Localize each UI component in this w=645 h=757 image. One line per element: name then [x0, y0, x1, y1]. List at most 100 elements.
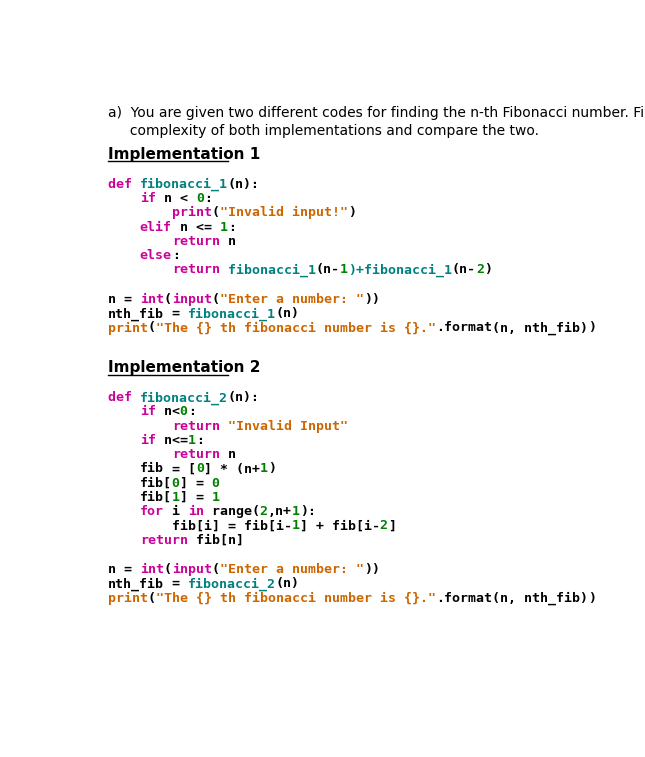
Text: def: def — [108, 178, 140, 191]
Text: fibonacci_1: fibonacci_1 — [140, 178, 228, 192]
Text: Implementation 2: Implementation 2 — [108, 360, 260, 375]
Text: 1: 1 — [172, 491, 180, 504]
Text: ): ) — [588, 322, 596, 335]
Text: 1: 1 — [220, 220, 228, 234]
Text: 0: 0 — [195, 192, 204, 205]
Text: fibonacci_2: fibonacci_2 — [188, 578, 276, 591]
Text: )+fibonacci_1: )+fibonacci_1 — [348, 263, 452, 277]
Text: for: for — [140, 505, 164, 518]
Text: return: return — [172, 263, 220, 276]
Text: fibonacci_1: fibonacci_1 — [188, 307, 276, 321]
Text: nth_fib: nth_fib — [108, 307, 164, 321]
Text: ): ) — [348, 207, 356, 220]
Text: :: : — [172, 249, 180, 262]
Text: n: n — [108, 563, 115, 576]
Text: if: if — [140, 406, 155, 419]
Text: .format: .format — [436, 322, 491, 335]
Text: 1: 1 — [292, 505, 300, 518]
Text: input: input — [172, 293, 212, 306]
Text: 2: 2 — [260, 505, 268, 518]
Text: a)  You are given two different codes for finding the n-th Fibonacci number. Fin: a) You are given two different codes for… — [108, 106, 645, 120]
Text: n<: n< — [155, 406, 180, 419]
Text: )): )) — [364, 563, 380, 576]
Text: 0: 0 — [195, 463, 204, 475]
Text: n <: n < — [155, 192, 195, 205]
Text: .format: .format — [436, 592, 491, 605]
Text: fib[: fib[ — [140, 491, 172, 504]
Text: ): ) — [268, 463, 276, 475]
Text: ] =: ] = — [180, 477, 212, 490]
Text: def: def — [108, 391, 140, 404]
Text: )): )) — [364, 293, 380, 306]
Text: =: = — [115, 563, 140, 576]
Text: 0: 0 — [172, 477, 180, 490]
Text: (: ( — [148, 322, 155, 335]
Text: n: n — [108, 293, 115, 306]
Text: return: return — [172, 235, 220, 248]
Text: (: ( — [148, 592, 155, 605]
Text: (n): (n) — [276, 578, 300, 590]
Text: fib[i] = fib[i-: fib[i] = fib[i- — [172, 519, 292, 532]
Text: input: input — [172, 563, 212, 576]
Text: 1: 1 — [292, 519, 300, 532]
Text: return: return — [172, 448, 220, 461]
Text: in: in — [188, 505, 204, 518]
Text: if: if — [140, 192, 155, 205]
Text: "Enter a number: ": "Enter a number: " — [220, 563, 364, 576]
Text: 2: 2 — [476, 263, 484, 276]
Text: n<=: n<= — [155, 434, 188, 447]
Text: ]: ] — [388, 519, 396, 532]
Text: int: int — [140, 563, 164, 576]
Text: return: return — [140, 534, 188, 547]
Text: ):: ): — [300, 505, 316, 518]
Text: (n):: (n): — [228, 391, 260, 404]
Text: print: print — [108, 592, 148, 605]
Text: Implementation 1: Implementation 1 — [108, 147, 260, 162]
Text: 1: 1 — [340, 263, 348, 276]
Text: ] =: ] = — [180, 491, 212, 504]
Text: (n):: (n): — [228, 178, 260, 191]
Text: print: print — [172, 207, 212, 220]
Text: (n-: (n- — [451, 263, 476, 276]
Text: "The {} th fibonacci number is {}.": "The {} th fibonacci number is {}." — [155, 322, 436, 335]
Text: =: = — [164, 307, 188, 320]
Text: 0: 0 — [180, 406, 188, 419]
Text: i: i — [164, 505, 188, 518]
Text: =: = — [164, 578, 188, 590]
Text: fibonacci_2: fibonacci_2 — [140, 391, 228, 404]
Text: :: : — [228, 220, 236, 234]
Text: n: n — [220, 235, 236, 248]
Text: n: n — [220, 448, 236, 461]
Text: =: = — [115, 293, 140, 306]
Text: nth_fib: nth_fib — [108, 578, 164, 591]
Text: print: print — [108, 322, 148, 335]
Text: 2: 2 — [380, 519, 388, 532]
Text: :: : — [188, 406, 195, 419]
Text: (: ( — [212, 207, 220, 220]
Text: (n, nth_fib): (n, nth_fib) — [491, 322, 588, 335]
Text: "The {} th fibonacci number is {}.": "The {} th fibonacci number is {}." — [155, 592, 436, 605]
Text: (: ( — [164, 563, 172, 576]
Text: (: ( — [212, 563, 220, 576]
Text: ): ) — [588, 592, 596, 605]
Text: fib[n]: fib[n] — [188, 534, 244, 547]
Text: fib[: fib[ — [140, 477, 172, 490]
Text: ): ) — [484, 263, 491, 276]
Text: (n-: (n- — [316, 263, 340, 276]
Text: (n, nth_fib): (n, nth_fib) — [491, 592, 588, 605]
Text: if: if — [140, 434, 155, 447]
Text: 0: 0 — [212, 477, 220, 490]
Text: "Invalid input!": "Invalid input!" — [220, 207, 348, 220]
Text: 1: 1 — [260, 463, 268, 475]
Text: = [: = [ — [164, 463, 195, 475]
Text: 1: 1 — [212, 491, 220, 504]
Text: ,n+: ,n+ — [268, 505, 292, 518]
Text: range(: range( — [204, 505, 260, 518]
Text: elif: elif — [140, 220, 172, 234]
Text: return: return — [172, 419, 220, 433]
Text: :: : — [204, 192, 212, 205]
Text: (n): (n) — [276, 307, 300, 320]
Text: (: ( — [212, 293, 220, 306]
Text: 1: 1 — [188, 434, 195, 447]
Text: else: else — [140, 249, 172, 262]
